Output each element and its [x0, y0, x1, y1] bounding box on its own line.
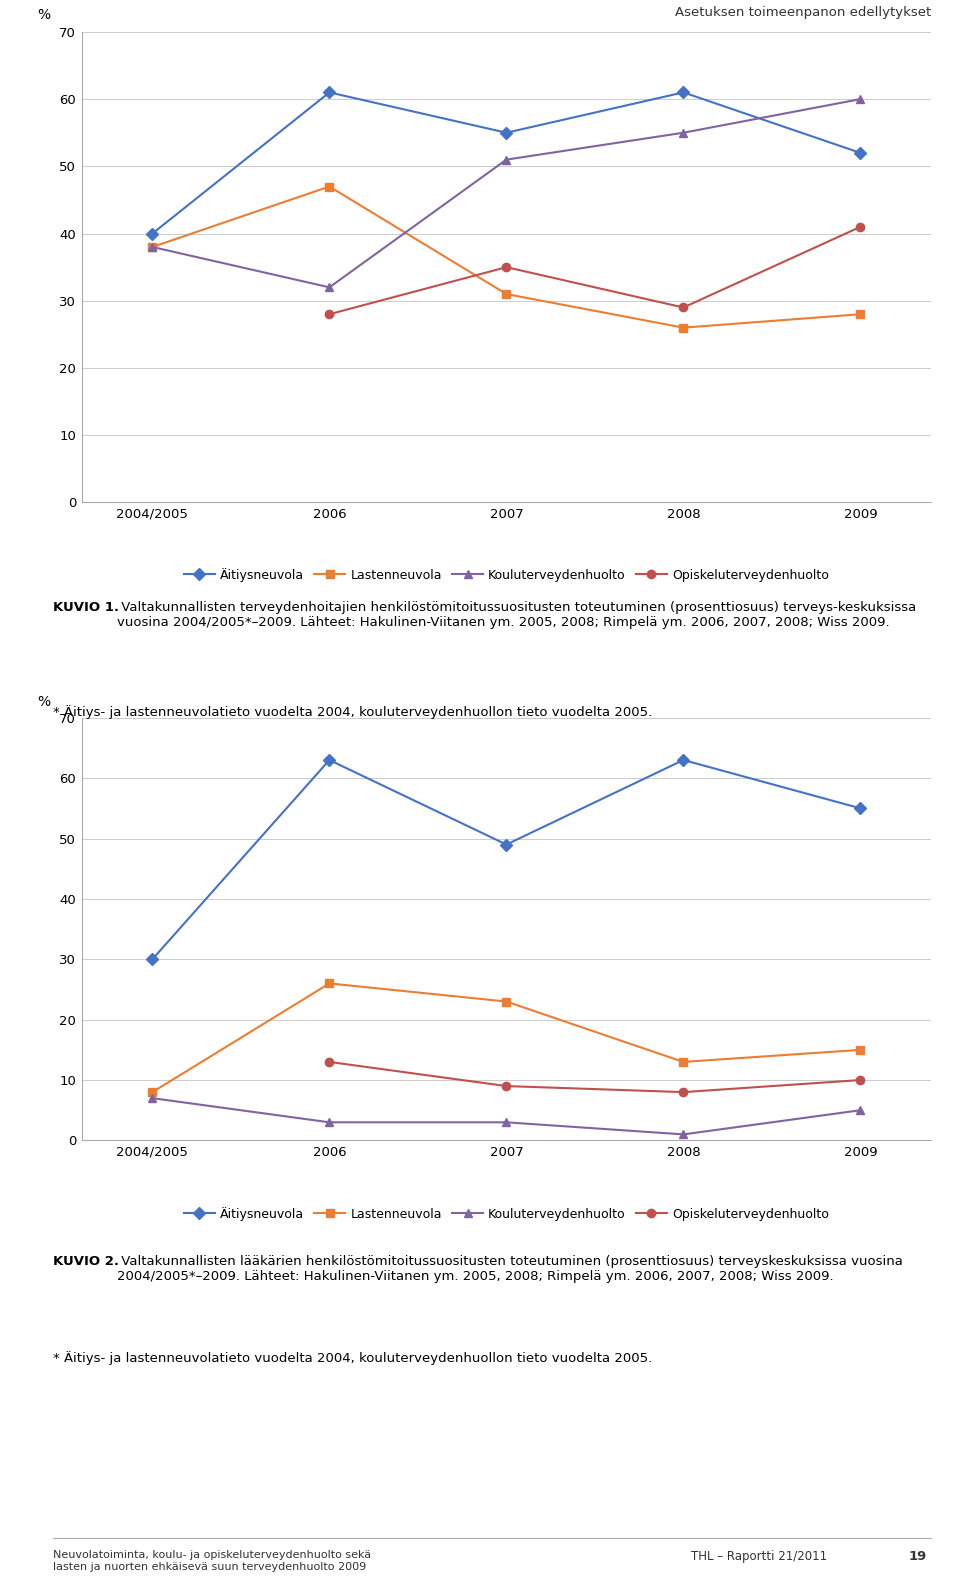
Text: Neuvolatoiminta, koulu- ja opiskeluterveydenhuolto sekä
lasten ja nuorten ehkäis: Neuvolatoiminta, koulu- ja opiskeluterve…	[53, 1550, 371, 1573]
Text: Valtakunnallisten lääkärien henkilöstömitoitussuositusten toteutuminen (prosentt: Valtakunnallisten lääkärien henkilöstömi…	[117, 1255, 903, 1284]
Text: * Äitiys- ja lastenneuvolatieto vuodelta 2004, kouluterveydenhuollon tieto vuode: * Äitiys- ja lastenneuvolatieto vuodelta…	[53, 705, 652, 719]
Text: Asetuksen toimeenpanon edellytykset: Asetuksen toimeenpanon edellytykset	[675, 5, 931, 19]
Text: Valtakunnallisten terveydenhoitajien henkilöstömitoitussuositusten toteutuminen : Valtakunnallisten terveydenhoitajien hen…	[117, 601, 917, 630]
Text: THL – Raportti 21/2011: THL – Raportti 21/2011	[691, 1550, 828, 1563]
Y-axis label: %: %	[36, 695, 50, 710]
Text: KUVIO 2.: KUVIO 2.	[53, 1255, 119, 1268]
Text: 19: 19	[908, 1550, 926, 1563]
Text: * Äitiys- ja lastenneuvolatieto vuodelta 2004, kouluterveydenhuollon tieto vuode: * Äitiys- ja lastenneuvolatieto vuodelta…	[53, 1351, 652, 1365]
Legend: Äitiysneuvola, Lastenneuvola, Kouluterveydenhuolto, Opiskeluterveydenhuolto: Äitiysneuvola, Lastenneuvola, Kouluterve…	[179, 563, 834, 587]
Text: KUVIO 1.: KUVIO 1.	[53, 601, 119, 614]
Legend: Äitiysneuvola, Lastenneuvola, Kouluterveydenhuolto, Opiskeluterveydenhuolto: Äitiysneuvola, Lastenneuvola, Kouluterve…	[179, 1201, 834, 1225]
Y-axis label: %: %	[36, 8, 50, 22]
